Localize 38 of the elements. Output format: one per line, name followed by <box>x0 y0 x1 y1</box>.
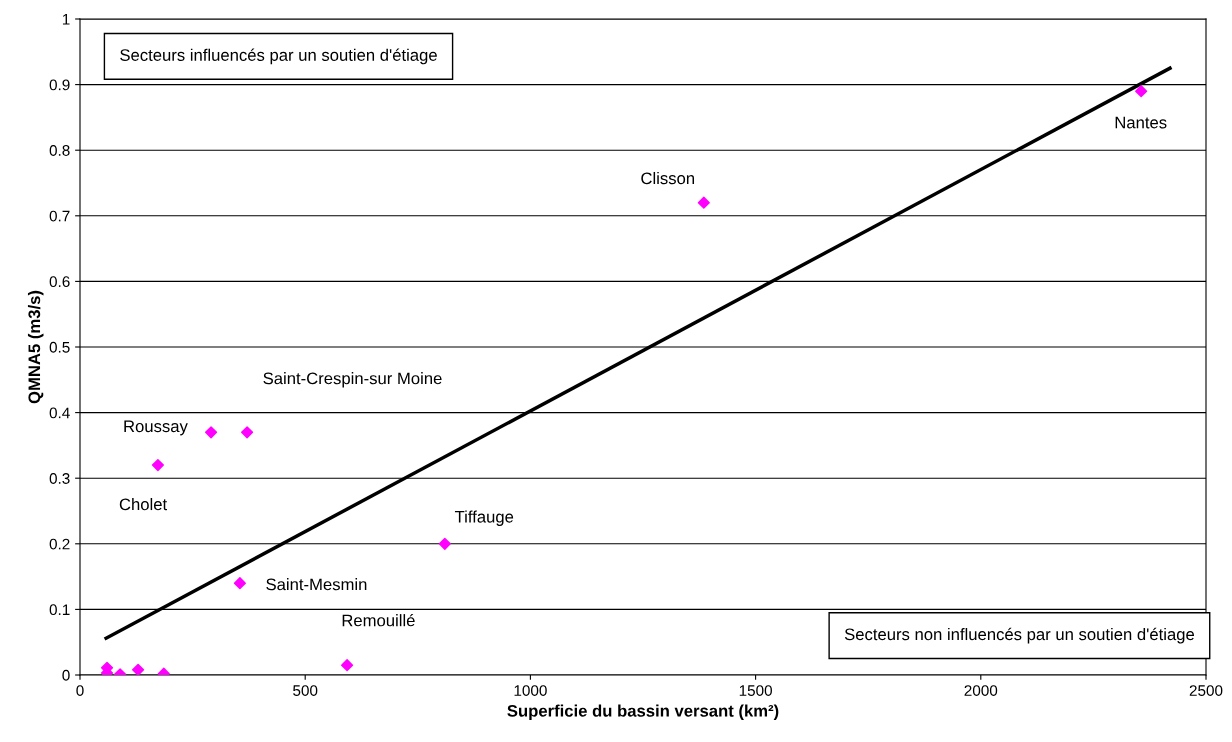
y-tick-label: 1 <box>62 14 70 25</box>
y-tick-label: 0.1 <box>49 604 70 616</box>
y-tick-label: 0.2 <box>49 538 70 550</box>
annotation: Nantes <box>1115 116 1167 129</box>
y-tick-label: 0.6 <box>49 276 70 288</box>
y-tick-label: 0.9 <box>49 79 70 91</box>
point <box>233 577 246 590</box>
y-axis-title: QMNA5 (m3/s) <box>27 290 44 404</box>
x-tick-label: 0 <box>76 685 84 696</box>
x-axis-title: Superficie du bassin versant (km²) <box>507 704 779 721</box>
x-tick-label: 1000 <box>514 685 547 696</box>
point <box>697 196 710 209</box>
x-tick-label: 500 <box>293 685 318 696</box>
annotation: Saint-Mesmin <box>266 578 367 591</box>
annotation: Cholet <box>119 497 168 511</box>
point <box>151 459 164 472</box>
y-tick-label: 0.7 <box>49 210 70 222</box>
annotation: Remouillé <box>342 613 415 627</box>
x-tick-label: 1500 <box>739 685 772 696</box>
y-tick-label: 0.5 <box>49 341 70 353</box>
y-tick-label: 0.8 <box>49 145 70 156</box>
point <box>241 426 254 439</box>
point <box>341 659 354 672</box>
point <box>132 663 145 675</box>
annotation: Roussay <box>124 420 188 436</box>
annotation: Clisson <box>641 171 695 185</box>
annotation: Saint-Crespin-sur Moine <box>263 372 442 388</box>
y-tick-label: 0.3 <box>49 473 70 484</box>
point <box>1135 85 1148 98</box>
annotation: Secteurs non influencés par un soutien d'étiage <box>844 627 1195 644</box>
annotation: Tiffauge <box>454 510 514 526</box>
point <box>438 537 451 550</box>
y-tick-label: 0.4 <box>49 407 70 419</box>
annotation: Secteurs influencés par un soutien d'étiage <box>120 48 437 65</box>
x-tick-label: 2000 <box>964 685 998 696</box>
y-tick-label: 0 <box>62 669 70 681</box>
point <box>204 426 218 439</box>
x-tick-label: 2500 <box>1189 685 1223 696</box>
